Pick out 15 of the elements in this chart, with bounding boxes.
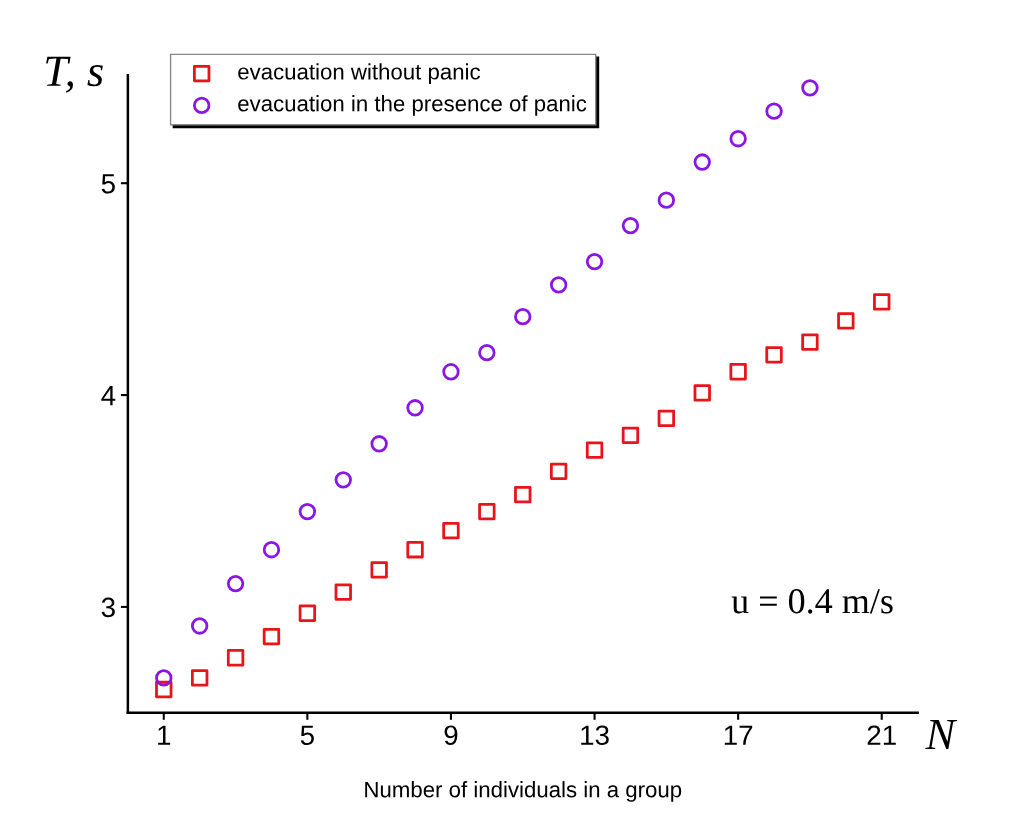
y-tick-label: 5: [101, 174, 115, 194]
x-tick-label: 5: [300, 725, 314, 746]
annotation: u = 0.4 m/s: [731, 589, 893, 614]
x-tick-label: 1: [158, 725, 171, 745]
y-tick-label: 3: [101, 597, 115, 618]
y-tick-label: 4: [101, 386, 116, 406]
x-tick-label: 21: [867, 725, 896, 745]
x-tick-label: 9: [444, 725, 458, 746]
x-axis-title: Number of individuals in a group: [365, 781, 682, 802]
x-tick-label: 17: [724, 725, 753, 745]
x-tick-label: 13: [581, 725, 609, 746]
legend-label: evacuation without panic: [238, 63, 481, 84]
text: N: [925, 719, 958, 750]
legend-label: evacuation in the presence of panic: [238, 95, 587, 116]
y-axis-title: T, s: [46, 56, 103, 93]
